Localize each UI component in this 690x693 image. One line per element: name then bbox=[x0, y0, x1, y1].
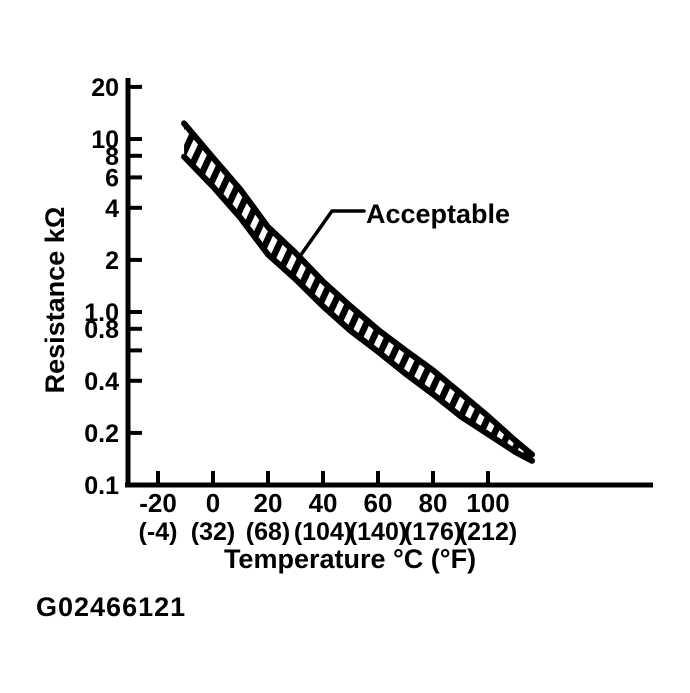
y-tick-label: 4 bbox=[105, 195, 119, 223]
x-tick-label-celsius: -20 bbox=[139, 488, 177, 518]
y-tick-label: 1.0 bbox=[84, 299, 119, 327]
y-tick-label: 0.4 bbox=[84, 368, 119, 396]
x-tick-label-fahrenheit: (212) bbox=[459, 518, 517, 546]
x-axis-title: Temperature °C (°F) bbox=[223, 544, 477, 574]
figure-id: G02466121 bbox=[36, 592, 187, 622]
x-tick-label-fahrenheit: (68) bbox=[246, 518, 290, 546]
x-tick-label-celsius: 0 bbox=[206, 488, 220, 518]
x-tick-label-celsius: 40 bbox=[309, 488, 338, 518]
x-tick-label-celsius: 100 bbox=[466, 488, 509, 518]
y-tick-label: 0.2 bbox=[84, 420, 119, 448]
x-tick-label-celsius: 60 bbox=[364, 488, 393, 518]
y-tick-label: 0.8 bbox=[84, 316, 119, 344]
annotation-leader-line bbox=[296, 209, 366, 261]
y-tick-label: 8 bbox=[105, 143, 119, 171]
acceptable-annotation-label: Acceptable bbox=[366, 199, 511, 229]
y-tick-label: 20 bbox=[91, 74, 119, 102]
x-tick-label-celsius: 80 bbox=[419, 488, 448, 518]
y-tick-label: 6 bbox=[105, 164, 119, 192]
y-tick-label: 10 bbox=[91, 126, 119, 154]
x-tick-label-fahrenheit: (104) bbox=[294, 518, 352, 546]
x-tick-label-fahrenheit: (176) bbox=[404, 518, 462, 546]
band-lower-curve bbox=[181, 153, 535, 464]
x-tick-label-fahrenheit: (-4) bbox=[139, 518, 178, 546]
y-tick-label: 0.1 bbox=[84, 472, 119, 500]
y-tick-label: 2 bbox=[105, 247, 119, 275]
x-tick-label-fahrenheit: (140) bbox=[349, 518, 407, 546]
x-tick-label-fahrenheit: (32) bbox=[191, 518, 235, 546]
y-axis-title: Resistance kΩ bbox=[40, 206, 70, 394]
x-tick-label-celsius: 20 bbox=[254, 488, 283, 518]
band-upper-curve bbox=[181, 120, 535, 458]
